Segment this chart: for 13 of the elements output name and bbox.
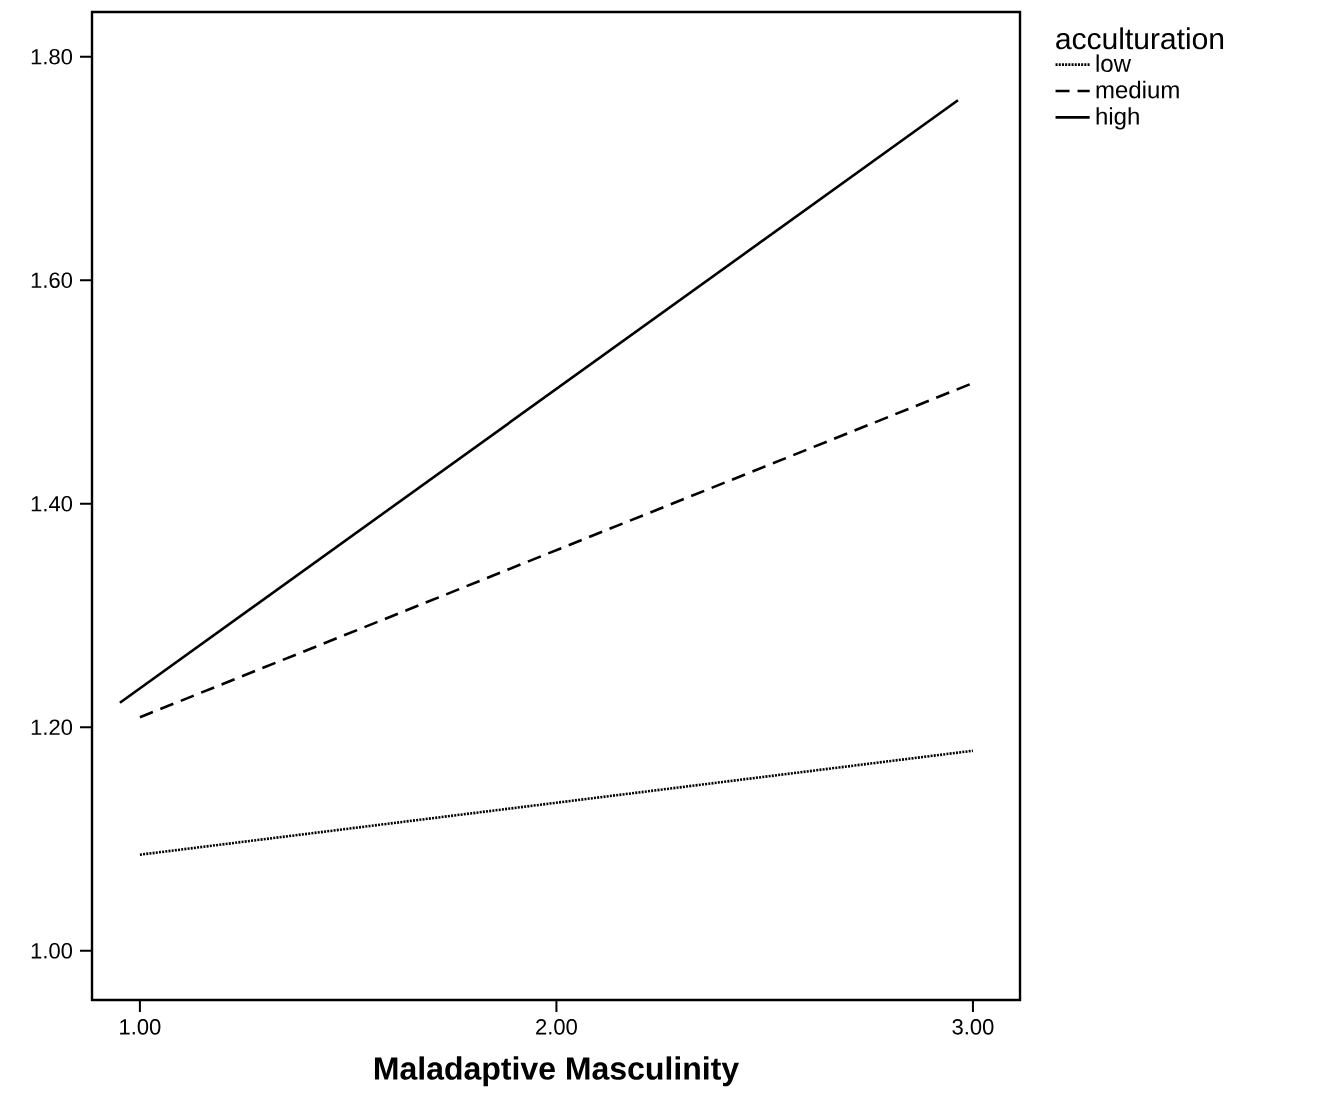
y-tick-label: 1.40	[31, 495, 73, 512]
legend-label: medium	[1096, 80, 1179, 99]
x-tick-label: 1.00	[120, 1019, 161, 1035]
y-tick-label: 1.00	[31, 943, 73, 959]
y-tick-label: 1.60	[31, 272, 73, 289]
y-tick-label: 1.80	[31, 48, 73, 65]
x-tick-label: 2.00	[536, 1019, 577, 1035]
legend-title: acculturation	[1056, 27, 1224, 50]
x-tick-label: 3.00	[952, 1019, 994, 1035]
y-tick-label: 1.20	[31, 719, 73, 736]
x-axis-title: Maladaptive Masculinity	[374, 1056, 739, 1087]
legend-label: low	[1096, 54, 1132, 72]
legend-label: high	[1096, 107, 1139, 130]
